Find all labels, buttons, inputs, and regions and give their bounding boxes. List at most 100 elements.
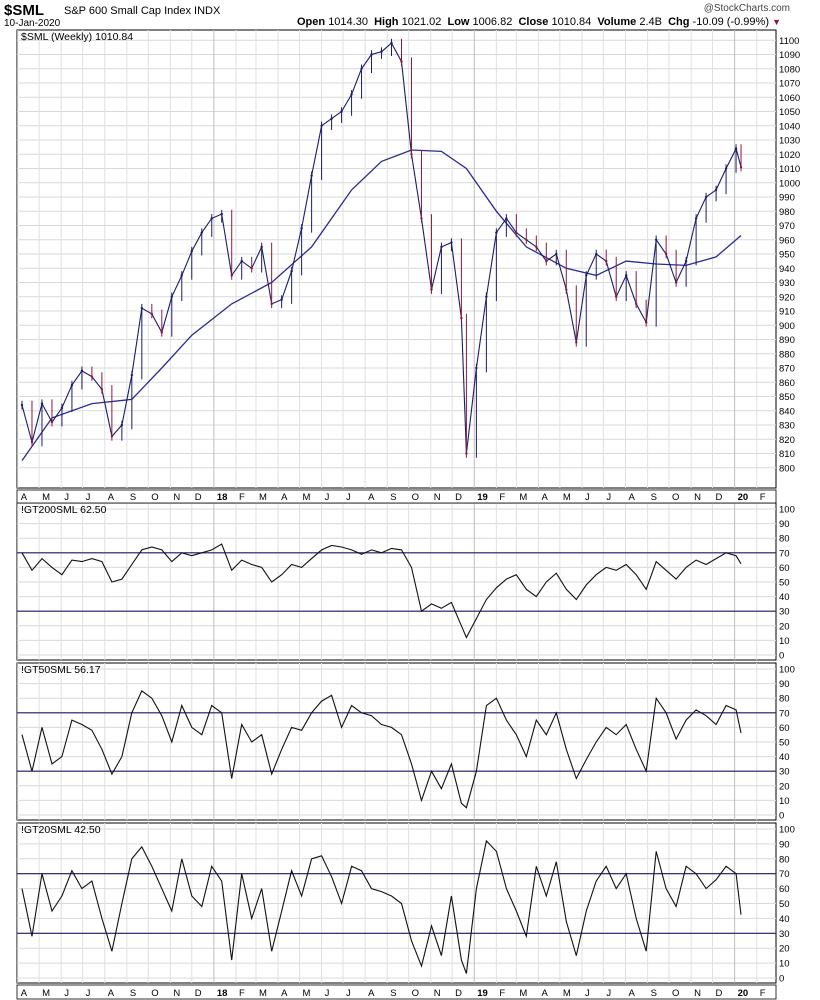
- x-tick-label: 20: [738, 988, 749, 999]
- panel-frame: [16, 29, 777, 489]
- x-tick-label: M: [42, 492, 50, 503]
- close-point: [475, 366, 478, 370]
- indicator-line: [21, 543, 742, 639]
- x-tick-label: M: [563, 492, 571, 503]
- price-line: [21, 42, 742, 454]
- x-tick-label: J: [86, 988, 91, 999]
- close-point: [714, 188, 718, 192]
- close-point: [525, 238, 528, 241]
- y-tick-label: 1040: [779, 121, 800, 132]
- y-tick-label: 40: [779, 914, 790, 925]
- x-axis-band: [16, 984, 777, 1000]
- close-point: [515, 231, 518, 234]
- y-tick-label: 10: [779, 959, 790, 970]
- x-tick-label: J: [606, 492, 611, 503]
- close-point: [210, 217, 213, 220]
- y-tick-label: 840: [779, 406, 795, 417]
- close-point: [260, 245, 263, 249]
- close-point: [160, 331, 164, 334]
- indicator-line: [21, 839, 742, 974]
- x-tick-label: J: [64, 492, 69, 503]
- x-tick-label: J: [325, 492, 330, 503]
- x-tick-label: A: [281, 988, 288, 999]
- x-tick-label: S: [651, 988, 657, 999]
- close-point: [555, 252, 558, 256]
- x-tick-label: A: [541, 492, 548, 503]
- stockcharts-logo[interactable]: @StockCharts.com: [703, 3, 790, 14]
- y-tick-label: 950: [779, 250, 795, 261]
- close-point: [310, 174, 313, 177]
- x-tick-label: O: [151, 492, 158, 503]
- close-point: [20, 403, 24, 407]
- y-tick-label: 1020: [779, 150, 800, 161]
- volume-label: Volume: [597, 16, 637, 28]
- y-tick-label: 30: [779, 607, 790, 618]
- y-tick-label: 0: [779, 651, 784, 662]
- change-down-arrow-icon: ▼: [772, 17, 781, 27]
- x-tick-label: O: [672, 492, 679, 503]
- close-point: [320, 124, 323, 127]
- panel-label: !GT20SML 42.50: [21, 824, 101, 836]
- panel-label: !GT50SML 56.17: [21, 664, 101, 676]
- close-point: [250, 267, 253, 270]
- y-tick-label: 80: [779, 854, 790, 865]
- y-tick-label: 30: [779, 929, 790, 940]
- x-tick-label: D: [455, 492, 462, 503]
- close-point: [350, 93, 353, 96]
- y-tick-label: 40: [779, 752, 790, 763]
- close-point: [40, 402, 44, 405]
- x-tick-label: F: [499, 492, 505, 503]
- close-point: [684, 259, 688, 263]
- x-tick-label: A: [368, 988, 375, 999]
- y-tick-label: 990: [779, 193, 795, 204]
- x-tick-label: M: [42, 988, 50, 999]
- x-tick-label: D: [195, 988, 202, 999]
- close-point: [654, 238, 658, 241]
- y-tick-label: 1060: [779, 93, 800, 104]
- x-tick-label: S: [651, 492, 657, 503]
- y-tick-label: 0: [779, 811, 784, 822]
- high-label: High: [374, 16, 399, 28]
- panel-label: !GT200SML 62.50: [21, 504, 107, 516]
- close-point: [485, 295, 488, 298]
- y-tick-label: 90: [779, 679, 790, 690]
- x-tick-label: J: [64, 988, 69, 999]
- x-axis-band: [16, 489, 777, 504]
- y-tick-label: 1000: [779, 178, 800, 189]
- y-tick-label: 870: [779, 364, 795, 375]
- x-tick-label: N: [173, 492, 180, 503]
- close-point: [50, 420, 54, 424]
- close-point: [644, 321, 648, 324]
- x-tick-label: S: [390, 988, 396, 999]
- close-point: [505, 217, 508, 220]
- indicator-line: [21, 690, 742, 809]
- x-tick-label: D: [455, 988, 462, 999]
- x-tick-label: F: [760, 988, 766, 999]
- close-point: [100, 388, 104, 391]
- x-tick-label: J: [585, 988, 590, 999]
- y-tick-label: 50: [779, 578, 790, 589]
- close-point: [290, 269, 293, 273]
- x-tick-label: F: [499, 988, 505, 999]
- index-name: S&P 600 Small Cap Index INDX: [64, 5, 220, 17]
- x-tick-label: 20: [738, 492, 749, 503]
- x-tick-label: O: [412, 492, 419, 503]
- y-tick-label: 940: [779, 264, 795, 275]
- y-tick-label: 100: [779, 665, 795, 676]
- x-tick-label: M: [302, 988, 310, 999]
- y-tick-label: 20: [779, 944, 790, 955]
- close-point: [110, 435, 114, 438]
- y-tick-label: 1010: [779, 164, 800, 175]
- chart-date: 10-Jan-2020: [4, 18, 61, 29]
- open-label: Open: [297, 16, 326, 28]
- close-point: [585, 274, 588, 277]
- y-tick-label: 80: [779, 694, 790, 705]
- close-point: [704, 195, 708, 199]
- x-tick-label: M: [259, 988, 267, 999]
- close-point: [440, 245, 443, 249]
- y-tick-label: 20: [779, 781, 790, 792]
- x-tick-label: S: [130, 492, 136, 503]
- y-tick-label: 90: [779, 839, 790, 850]
